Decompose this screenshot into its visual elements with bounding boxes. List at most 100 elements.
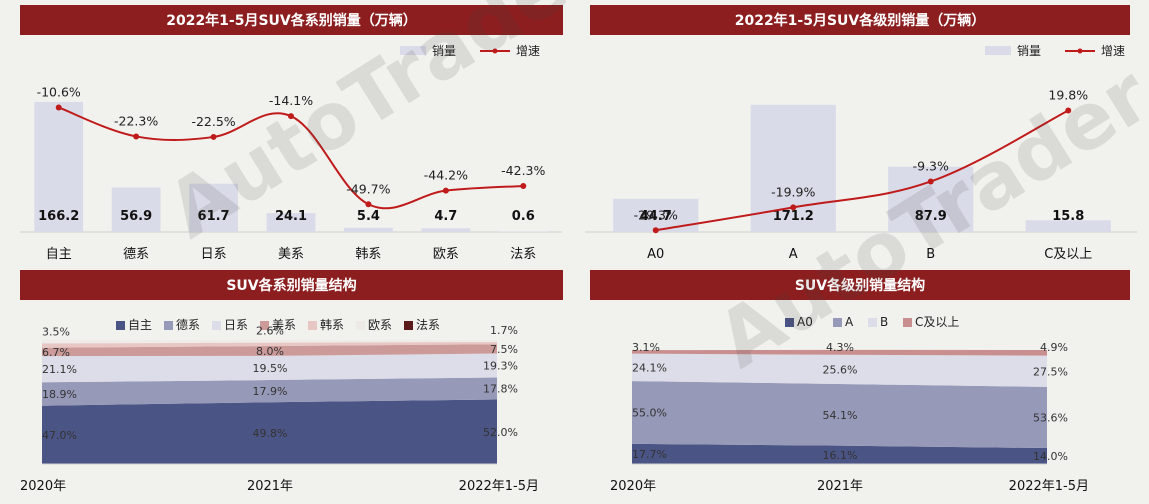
chart4-title: SUV各级别销量结构 xyxy=(590,270,1130,300)
chart1-category-1: 德系 xyxy=(123,247,149,262)
chart1-legend-line-marker xyxy=(492,48,498,54)
chart1-bar-value-0: 166.2 xyxy=(38,209,79,224)
chart1-bar-5 xyxy=(421,228,471,232)
chart3-legend-label-4: 韩系 xyxy=(320,317,344,332)
chart3-value-1-0: 18.9% xyxy=(42,388,77,401)
chart4-category-0: 2020年 xyxy=(610,479,656,494)
chart2-legend-bar-swatch xyxy=(985,46,1011,55)
chart3-value-2-2: 19.3% xyxy=(483,359,518,372)
chart2-category-0: A0 xyxy=(647,247,664,262)
chart3-value-2-0: 21.1% xyxy=(42,363,77,376)
chart4-legend-label-1: A xyxy=(845,315,854,329)
chart3-panel: SUV各系别销量结构 自主 德系 日系 美系 韩系 欧系 法系 47.0% 49.8% 52.0%… xyxy=(0,268,565,504)
chart2-bar-1 xyxy=(750,104,836,232)
chart1-rate-label-2: -22.5% xyxy=(191,114,235,129)
chart4-category-1: 2021年 xyxy=(817,479,863,494)
chart2-rate-label-3: 19.8% xyxy=(1048,87,1088,102)
chart3-legend-swatch-6 xyxy=(404,321,413,330)
chart2-bar-2 xyxy=(888,166,974,232)
chart2-svg: 销量 增速 44.7 A0 171.2 A 87.9 B 15.8 C及以上 -29.3% -19.9… xyxy=(585,44,1137,262)
chart4-value-2-1: 25.6% xyxy=(823,363,858,376)
chart2-rate-point-1 xyxy=(790,204,797,211)
chart3-area-3 xyxy=(42,344,497,357)
chart3-legend-label-2: 日系 xyxy=(224,318,248,332)
chart2-bar-value-3: 15.8 xyxy=(1052,209,1084,224)
chart3-legend-swatch-2 xyxy=(212,321,221,330)
chart4-value-0-0: 17.7% xyxy=(632,448,667,461)
chart2-rate-point-3 xyxy=(1065,107,1072,114)
chart3-value-4-2: 1.7% xyxy=(490,324,518,337)
chart4-panel: SUV各级别销量结构 A0 A B C及以上 17.7% 16.1% 14.0% 55.0% 5… xyxy=(585,268,1149,504)
chart1-legend-line-label: 增速 xyxy=(516,44,540,58)
chart2-rate-label-2: -9.3% xyxy=(913,158,949,173)
chart3-area-2 xyxy=(42,353,497,383)
chart3-value-3-2: 7.5% xyxy=(490,343,518,356)
chart2-panel: 2022年1-5月SUV各级别销量（万辆） 销量 增速 44.7 A0 171.2 A 87… xyxy=(585,0,1149,262)
chart2-title: 2022年1-5月SUV各级别销量（万辆） xyxy=(590,5,1130,35)
chart3-legend-swatch-5 xyxy=(356,321,365,330)
chart3-legend-label-3: 美系 xyxy=(272,318,296,332)
chart2-category-1: A xyxy=(789,247,798,262)
chart3-category-1: 2021年 xyxy=(247,479,293,494)
chart1-legend-bar-swatch xyxy=(400,46,426,55)
chart4-value-3-0: 3.1% xyxy=(632,341,660,354)
chart1-category-0: 自主 xyxy=(46,247,72,262)
chart1-bar-4 xyxy=(344,227,393,232)
chart3-value-1-2: 17.8% xyxy=(483,382,518,395)
chart4-legend-swatch-1 xyxy=(833,318,842,327)
chart2-rate-point-2 xyxy=(927,178,934,185)
chart1-rate-label-6: -42.3% xyxy=(501,163,545,178)
chart1-rate-point-0 xyxy=(55,104,62,111)
chart1-rate-point-1 xyxy=(133,133,140,140)
chart1-category-3: 美系 xyxy=(278,247,304,262)
chart1-category-2: 日系 xyxy=(201,247,227,262)
chart2-legend-line-marker xyxy=(1077,48,1083,54)
chart4-area-0 xyxy=(632,443,1047,464)
chart1-rate-point-6 xyxy=(520,182,527,189)
chart4-value-0-1: 16.1% xyxy=(823,449,858,462)
chart2-legend-bar-label: 销量 xyxy=(1017,44,1041,58)
chart2-bar-value-1: 171.2 xyxy=(773,209,814,224)
chart3-area-remainder xyxy=(42,340,497,344)
chart3-legend-swatch-3 xyxy=(260,321,269,330)
chart1-legend-bar-label: 销量 xyxy=(432,44,456,58)
chart4-legend-label-0: A0 xyxy=(797,315,813,329)
chart3-area-4 xyxy=(42,342,497,348)
chart1-bar-0 xyxy=(34,101,84,232)
chart3-value-2-1: 19.5% xyxy=(253,362,288,375)
chart3-legend-label-0: 自主 xyxy=(128,318,152,332)
chart3-area-1 xyxy=(42,377,497,406)
chart1-bar-3 xyxy=(266,213,316,232)
chart3-area-0 xyxy=(42,399,497,464)
chart1-bar-value-1: 56.9 xyxy=(120,209,152,224)
chart1-svg: 销量 增速 166.2 自主 56.9 德系 61.7 日系 24.1 美系 5.4 韩系 4.7 欧系 0… xyxy=(20,44,562,262)
chart2-bar-value-0: 44.7 xyxy=(640,209,672,224)
chart2-category-3: C及以上 xyxy=(1044,247,1092,262)
chart3-svg: 自主 德系 日系 美系 韩系 欧系 法系 47.0% 49.8% 52.0% 18.9% 17.9% 1… xyxy=(20,317,539,494)
chart3-value-3-1: 8.0% xyxy=(256,345,284,358)
chart3-legend-swatch-1 xyxy=(164,321,173,330)
chart4-category-2: 2022年1-5月 xyxy=(1009,479,1089,494)
chart3-value-4-1: 2.6% xyxy=(256,325,284,338)
chart1-rate-point-4 xyxy=(365,201,372,208)
chart1-rate-label-5: -44.2% xyxy=(424,168,468,183)
chart2-bar-3 xyxy=(1025,220,1111,232)
chart1-rate-point-5 xyxy=(442,187,449,194)
chart3-value-3-0: 6.7% xyxy=(42,346,70,359)
chart2-rate-line xyxy=(655,109,1069,232)
chart3-category-0: 2020年 xyxy=(20,479,66,494)
chart4-value-1-1: 54.1% xyxy=(823,409,858,422)
chart2-rate-label-1: -19.9% xyxy=(771,184,815,199)
chart1-rate-label-3: -14.1% xyxy=(269,93,313,108)
chart1-bar-value-4: 5.4 xyxy=(357,209,380,224)
chart1-rate-point-2 xyxy=(210,133,217,140)
chart3-legend-swatch-4 xyxy=(308,321,317,330)
chart4-area-2 xyxy=(632,353,1047,387)
chart4-value-1-2: 53.6% xyxy=(1033,411,1068,424)
chart1-rate-label-4: -49.7% xyxy=(346,181,390,196)
chart4-value-3-1: 4.3% xyxy=(826,341,854,354)
chart3-value-0-0: 47.0% xyxy=(42,429,77,442)
chart1-title: 2022年1-5月SUV各系别销量（万辆） xyxy=(20,5,563,35)
chart4-area-1 xyxy=(632,381,1047,449)
chart4-legend-swatch-0 xyxy=(785,318,794,327)
